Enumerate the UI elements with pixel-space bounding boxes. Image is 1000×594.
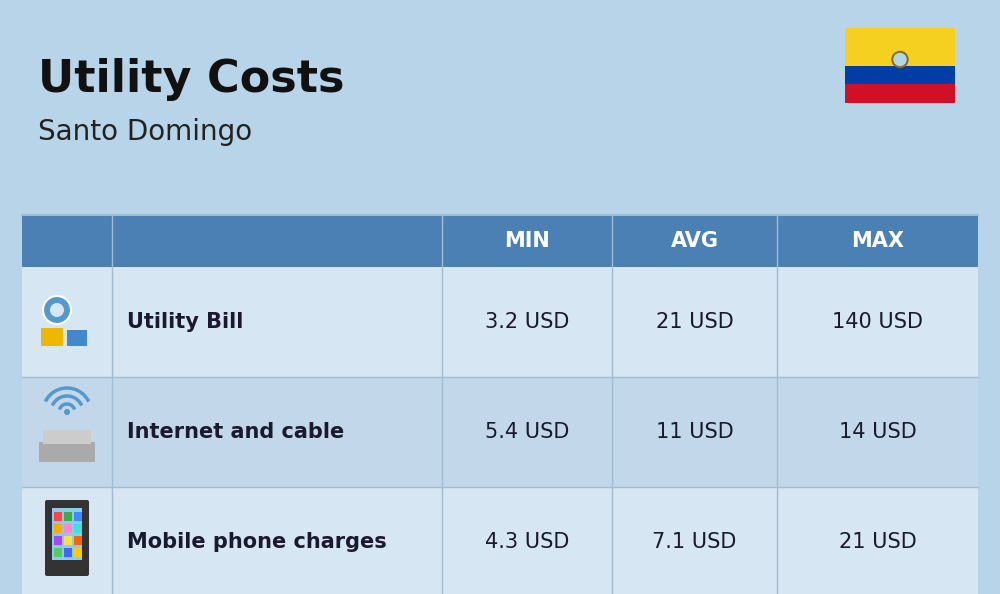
Bar: [22, 377, 978, 487]
Circle shape: [50, 303, 64, 317]
Text: 4.3 USD: 4.3 USD: [485, 532, 569, 552]
Bar: [52, 508, 82, 560]
Bar: [845, 28, 955, 65]
Text: Internet and cable: Internet and cable: [127, 422, 344, 442]
Bar: [54, 512, 62, 521]
Text: MAX: MAX: [851, 231, 904, 251]
Text: 140 USD: 140 USD: [832, 312, 923, 332]
FancyBboxPatch shape: [45, 500, 89, 576]
Bar: [845, 65, 955, 84]
Bar: [845, 84, 955, 103]
Bar: [41, 328, 63, 346]
Text: Utility Bill: Utility Bill: [127, 312, 243, 332]
Bar: [39, 442, 95, 462]
Circle shape: [64, 409, 70, 415]
Text: 14 USD: 14 USD: [839, 422, 916, 442]
Bar: [54, 536, 62, 545]
Text: 5.4 USD: 5.4 USD: [485, 422, 569, 442]
Text: Utility Costs: Utility Costs: [38, 58, 344, 101]
Bar: [22, 267, 978, 377]
Bar: [54, 524, 62, 533]
Text: 21 USD: 21 USD: [656, 312, 733, 332]
Text: 7.1 USD: 7.1 USD: [652, 532, 737, 552]
Bar: [22, 215, 978, 267]
Bar: [64, 512, 72, 521]
Circle shape: [43, 296, 71, 324]
Text: AVG: AVG: [670, 231, 718, 251]
Bar: [64, 536, 72, 545]
Bar: [64, 524, 72, 533]
Text: 21 USD: 21 USD: [839, 532, 916, 552]
Bar: [54, 548, 62, 557]
Bar: [43, 430, 91, 444]
Bar: [22, 487, 978, 594]
Text: Mobile phone charges: Mobile phone charges: [127, 532, 387, 552]
Text: 3.2 USD: 3.2 USD: [485, 312, 569, 332]
Bar: [74, 524, 82, 533]
Text: Santo Domingo: Santo Domingo: [38, 118, 252, 146]
Bar: [74, 548, 82, 557]
Circle shape: [892, 52, 908, 68]
Bar: [67, 330, 87, 346]
Bar: [74, 536, 82, 545]
Circle shape: [894, 53, 906, 65]
Text: MIN: MIN: [504, 231, 550, 251]
Bar: [64, 548, 72, 557]
Text: 11 USD: 11 USD: [656, 422, 733, 442]
Bar: [74, 512, 82, 521]
